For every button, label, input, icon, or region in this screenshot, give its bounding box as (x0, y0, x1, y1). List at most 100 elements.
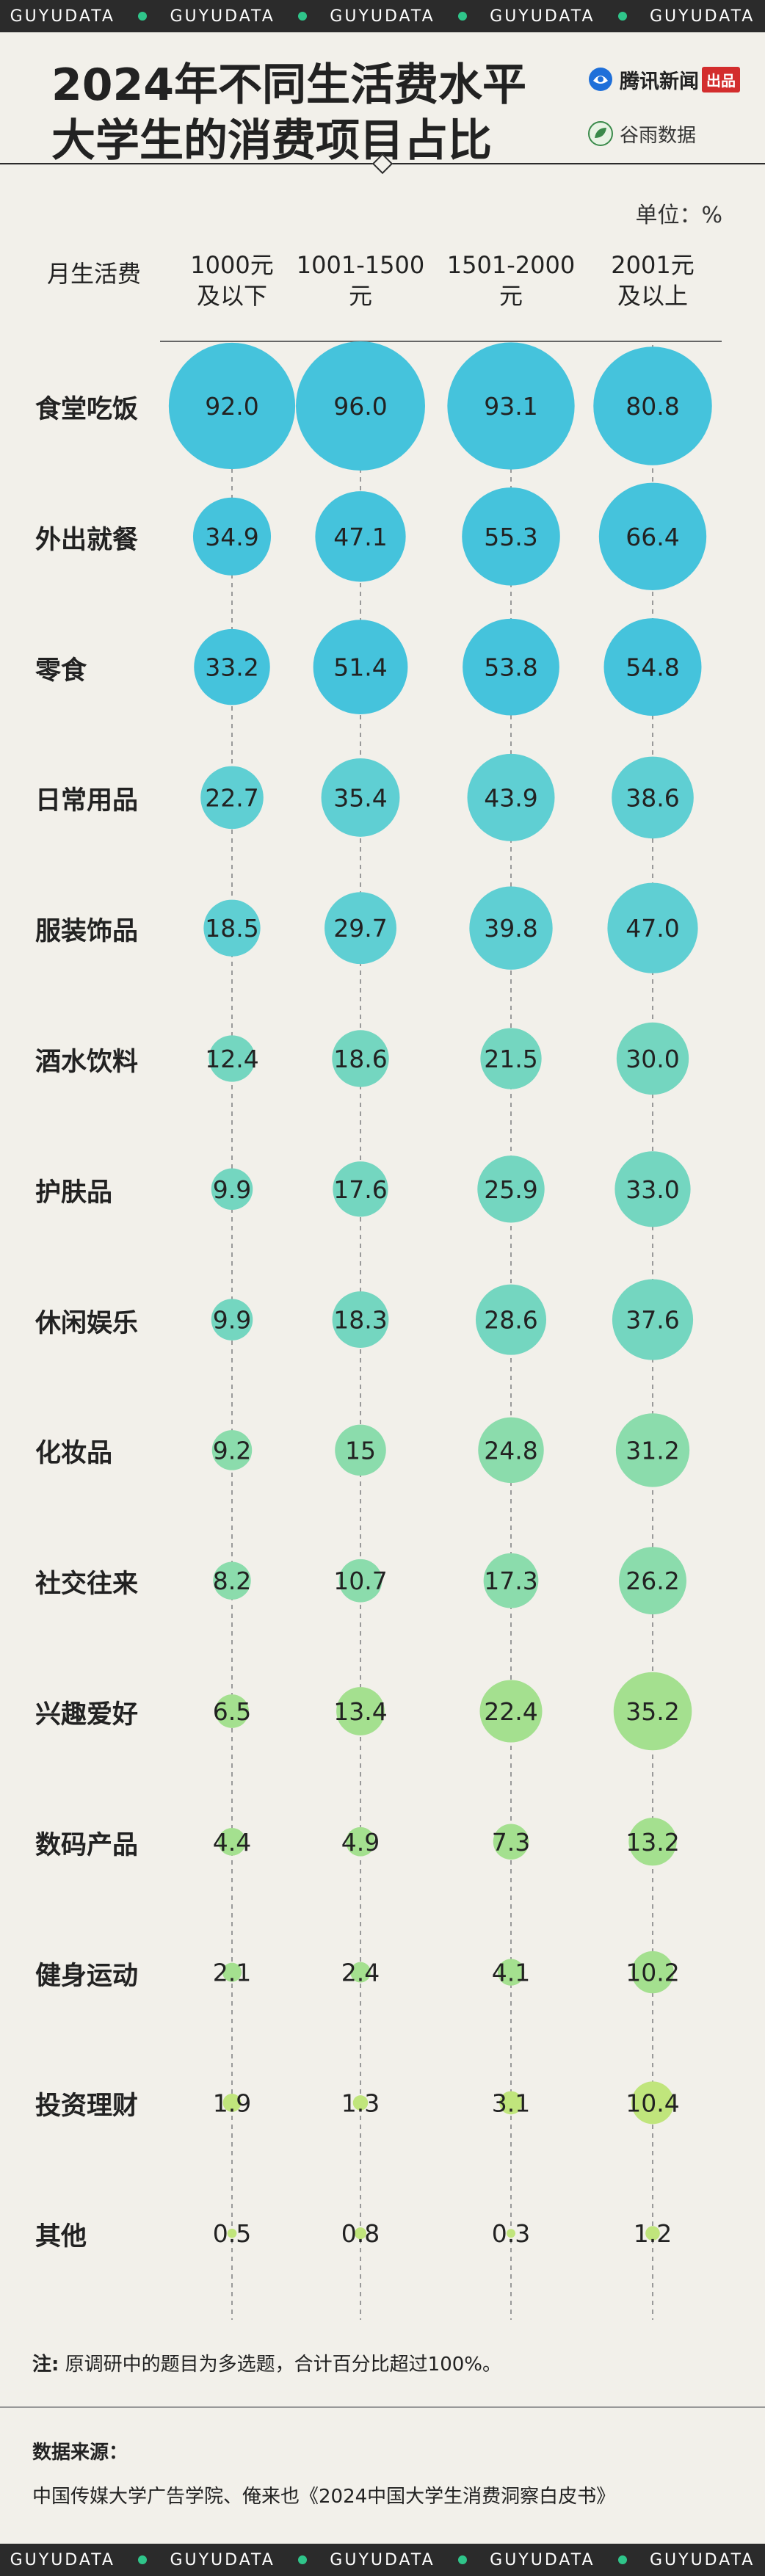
brand-word: GUYUDATA (330, 7, 435, 26)
bubble (607, 882, 698, 973)
bubble (615, 1413, 690, 1487)
bubble (346, 1826, 375, 1857)
row-label: 休闲娱乐 (35, 1308, 139, 1338)
data-label: 55.3 (484, 523, 537, 551)
bubble (203, 899, 261, 957)
bubble (497, 1959, 525, 1986)
data-label: 39.8 (484, 914, 537, 943)
brand-bar-bottom: GUYUDATA GUYUDATA GUYUDATA GUYUDATA GUYU… (0, 2544, 765, 2576)
column-header-line: 及以上 (617, 282, 688, 310)
data-label: 13.4 (333, 1697, 387, 1726)
data-label: 18.5 (205, 914, 258, 943)
column-header-line: 1000元 (190, 251, 274, 279)
brand-word: GUYUDATA (10, 2550, 115, 2569)
guyu-leaf-icon (588, 121, 613, 146)
data-label: 93.1 (484, 392, 537, 421)
column-header-line: 及以下 (196, 282, 267, 310)
unit-label: 单位：% (635, 203, 722, 228)
data-label: 12.4 (205, 1045, 258, 1073)
bubble (499, 2091, 523, 2115)
brand-word: GUYUDATA (10, 7, 115, 26)
dot-icon (617, 2555, 627, 2564)
row-label: 数码产品 (35, 1830, 139, 1860)
tencent-news-logo: 腾讯新闻 出品 (587, 59, 756, 100)
data-label: 96.0 (333, 392, 387, 421)
bubble (598, 482, 707, 590)
data-label: 2.4 (341, 1959, 380, 1987)
dot-icon (138, 2555, 148, 2564)
bubble (645, 2226, 660, 2241)
bubble (332, 1030, 389, 1087)
row-label: 日常用品 (35, 786, 139, 816)
data-label: 29.7 (333, 914, 387, 943)
bubble (333, 1161, 388, 1217)
data-label: 7.3 (492, 1828, 530, 1857)
bubble (603, 618, 702, 716)
source-text: 中国传媒大学广告学院、俺来也《2024中国大学生消费洞察白皮书》 (32, 2486, 616, 2508)
data-label: 4.1 (492, 1959, 530, 1987)
data-label: 47.1 (333, 523, 387, 551)
bubble (338, 1559, 382, 1603)
data-label: 18.3 (333, 1306, 387, 1335)
row-label: 食堂吃饭 (35, 395, 139, 424)
data-label: 22.7 (205, 783, 258, 812)
bubble (325, 892, 396, 965)
data-label: 10.2 (626, 1959, 679, 1987)
row-label: 其他 (35, 2222, 87, 2252)
bubble (447, 342, 575, 470)
bubble (462, 487, 560, 586)
dot-icon (298, 2555, 308, 2564)
bubble (211, 1430, 253, 1470)
bubble (612, 756, 694, 839)
column-header-1: 1000元 及以下 (166, 250, 298, 311)
bubble (507, 2229, 515, 2238)
data-label: 24.8 (484, 1436, 537, 1465)
row-label: 化妆品 (35, 1439, 113, 1469)
brand-word: GUYUDATA (170, 2550, 275, 2569)
bubble (614, 1151, 691, 1227)
header-label: 月生活费 (47, 260, 142, 288)
bubble (313, 620, 408, 714)
brand-word: GUYUDATA (170, 7, 275, 26)
row-label: 兴趣爱好 (35, 1700, 139, 1730)
column-header-line: 元 (348, 282, 372, 310)
data-label: 43.9 (484, 783, 537, 812)
data-label: 34.9 (205, 523, 258, 551)
bubble (480, 1028, 542, 1089)
bubble (613, 1672, 692, 1751)
bubble (354, 2227, 367, 2240)
dot-icon (298, 12, 308, 21)
data-label: 30.0 (626, 1045, 679, 1073)
column-header-line: 1501-2000 (446, 251, 576, 279)
bubble (194, 628, 270, 705)
row-label: 服装饰品 (35, 917, 139, 947)
footnote-label: 注: (32, 2354, 59, 2376)
data-label: 21.5 (484, 1045, 537, 1073)
data-label: 0.8 (341, 2219, 380, 2248)
dot-icon (457, 2555, 467, 2564)
bubble (321, 758, 400, 837)
bubble (352, 2095, 369, 2111)
data-label: 0.3 (492, 2219, 530, 2248)
column-header-line: 2001元 (611, 251, 695, 279)
bubble (209, 1035, 255, 1082)
dot-icon (457, 12, 467, 21)
data-label: 9.2 (213, 1436, 251, 1465)
data-label: 3.1 (492, 2089, 530, 2117)
guyu-data-logo: 谷雨数据 (587, 113, 756, 154)
bubble (315, 491, 406, 582)
bubble (631, 2081, 674, 2125)
data-label: 8.2 (213, 1567, 251, 1595)
bubble (335, 1424, 386, 1476)
data-label: 35.2 (626, 1697, 679, 1726)
bubble (631, 1951, 674, 1994)
bubble (477, 1155, 545, 1223)
bubble (483, 1553, 539, 1608)
bubble (218, 1827, 246, 1856)
column-header-line: 元 (498, 282, 523, 310)
brand-word: GUYUDATA (330, 2550, 435, 2569)
brand-word: GUYUDATA (649, 7, 755, 26)
bubble (227, 2228, 237, 2238)
row-label: 投资理财 (35, 2091, 139, 2122)
data-label: 22.4 (484, 1697, 537, 1726)
